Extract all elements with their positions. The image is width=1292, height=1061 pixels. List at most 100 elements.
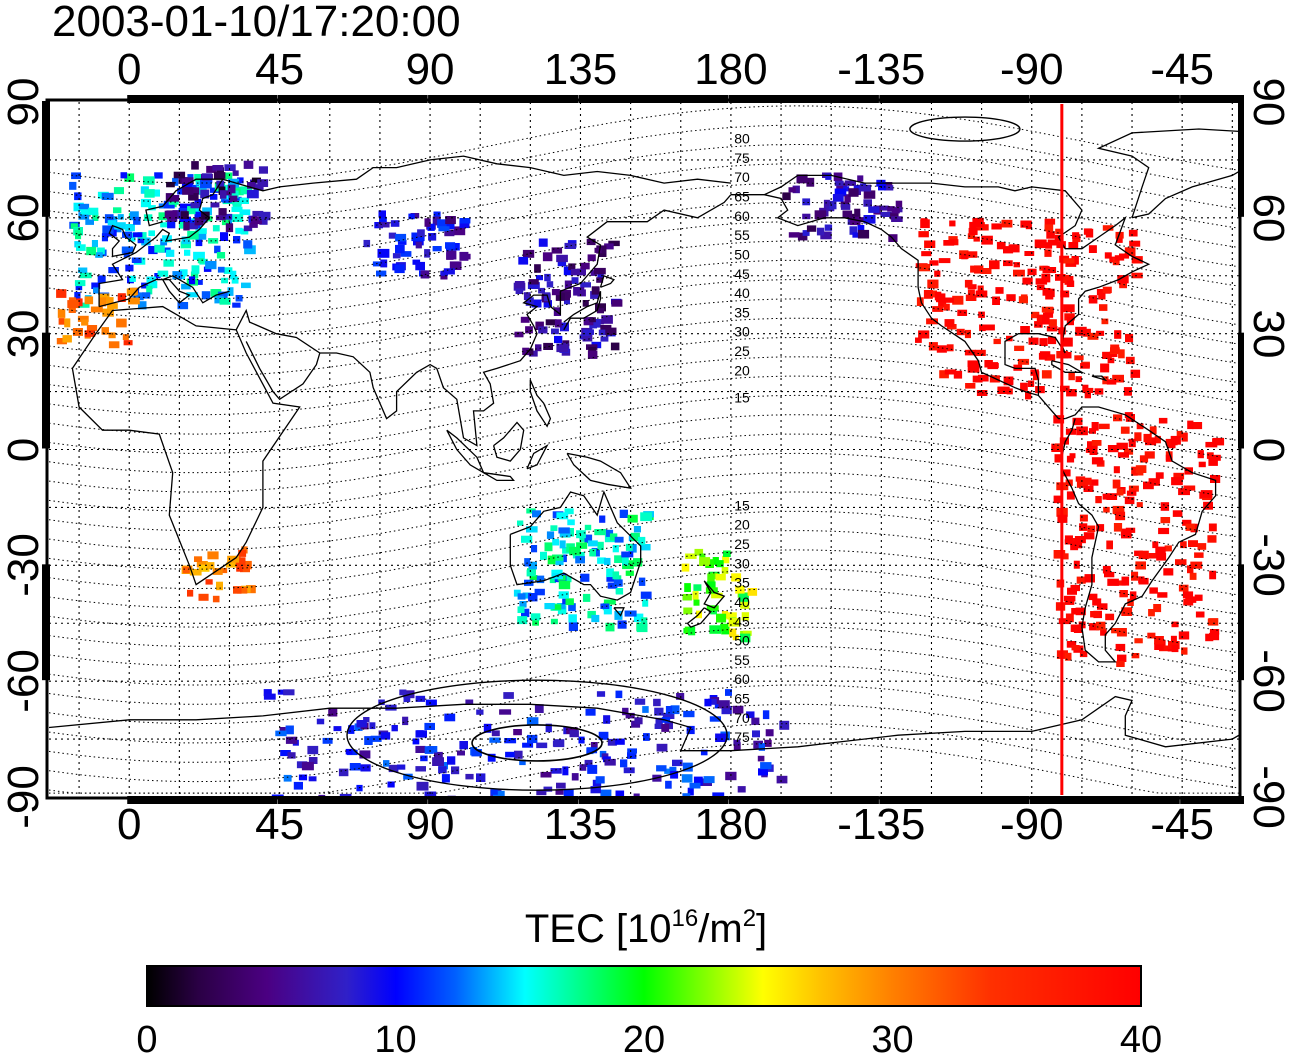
tec-cell	[580, 573, 590, 582]
tec-cell	[1107, 445, 1119, 453]
tec-cell	[1066, 389, 1077, 397]
tec-cell	[1031, 311, 1040, 319]
magnetic-contour	[49, 510, 1239, 590]
tec-cell	[571, 773, 579, 781]
tec-cell	[1143, 481, 1154, 490]
tec-cell	[1110, 344, 1120, 353]
tec-cell	[146, 276, 156, 285]
tec-cell	[597, 541, 604, 550]
frame-tick-bar	[1180, 95, 1244, 103]
tec-cell	[459, 218, 471, 224]
tec-cell	[184, 249, 191, 256]
tec-cell	[388, 232, 397, 239]
tec-cell	[394, 264, 405, 274]
tec-cell	[1118, 349, 1125, 359]
tec-cell	[584, 534, 593, 544]
magnetic-contour	[49, 105, 1239, 184]
tec-cell	[1120, 426, 1130, 434]
tec-cell	[797, 232, 808, 241]
tec-cell	[1089, 623, 1099, 631]
tec-cell	[56, 289, 67, 298]
tec-cell	[92, 212, 99, 221]
tec-cell	[432, 757, 444, 766]
tec-cell	[121, 246, 134, 254]
tec-cell	[1148, 553, 1158, 559]
tec-cell	[601, 315, 613, 324]
tec-cell	[1200, 490, 1213, 498]
coastline	[108, 224, 137, 258]
tec-cell	[640, 512, 652, 522]
tec-cell	[1071, 608, 1079, 615]
coastline	[526, 443, 549, 470]
colorbar-title-prefix: TEC [10	[524, 907, 672, 951]
tec-cell	[979, 324, 986, 332]
tec-cell	[949, 220, 956, 227]
tec-cell	[205, 579, 213, 585]
tec-cell	[383, 760, 390, 767]
tec-cell	[363, 717, 370, 723]
tec-cell	[167, 195, 180, 202]
tec-cell	[580, 262, 590, 270]
tec-cell	[518, 256, 529, 265]
tec-cell	[188, 276, 196, 285]
tec-cell	[918, 330, 930, 339]
tec-cell	[194, 211, 205, 218]
tec-cell	[615, 690, 623, 699]
tec-cell	[316, 718, 325, 725]
tec-cell	[688, 626, 696, 636]
magnetic-contour	[49, 568, 1239, 647]
tec-cell	[634, 717, 643, 725]
tec-cell	[1041, 273, 1051, 283]
tec-cell	[1066, 641, 1077, 648]
tec-cell	[580, 282, 591, 288]
timestamp-title: 2003-01-10/17:20:00	[52, 0, 461, 46]
tec-cell	[515, 288, 524, 294]
tec-cell	[74, 192, 82, 201]
tec-cell	[1001, 219, 1013, 228]
tec-cell	[967, 233, 976, 239]
frame-tick-bar	[1029, 95, 1180, 103]
tec-cell	[444, 713, 456, 722]
tec-cell	[721, 567, 729, 574]
tec-cell	[191, 161, 199, 170]
tec-cell	[676, 693, 685, 700]
tec-cell	[1102, 225, 1114, 231]
tec-cell	[1074, 536, 1086, 544]
tec-cell	[1082, 384, 1089, 393]
tec-cell	[551, 328, 559, 335]
tec-cell	[1183, 598, 1194, 606]
tec-cell	[1068, 371, 1075, 381]
tec-cell	[526, 526, 538, 533]
left-latitude-label: -60	[0, 649, 48, 713]
tec-cell	[716, 560, 724, 568]
tec-cell	[1088, 245, 1097, 253]
tec-cell	[390, 220, 400, 227]
tec-cell	[107, 303, 118, 309]
tec-cell	[124, 173, 135, 182]
tec-cell	[640, 617, 648, 624]
tec-cell	[603, 605, 612, 615]
tec-cell	[231, 214, 244, 222]
tec-cell	[747, 588, 758, 596]
tec-cell	[622, 556, 629, 566]
tec-cell	[1024, 251, 1035, 256]
tec-cell	[758, 743, 765, 751]
tec-cell	[129, 275, 136, 282]
tec-cell	[1136, 423, 1144, 430]
tec-cell	[1071, 645, 1080, 651]
tec-cell	[579, 535, 588, 542]
tec-cell	[605, 327, 617, 335]
tec-cell	[582, 335, 593, 342]
colorbar-title: TEC [1016/m2]	[0, 905, 1292, 953]
tec-cell	[544, 273, 551, 282]
tec-cell	[546, 531, 555, 539]
magnetic-contour	[49, 336, 1239, 416]
tec-cell	[802, 213, 811, 220]
tec-cell	[513, 589, 521, 597]
tec-cell	[391, 725, 398, 732]
magnetic-contour	[49, 530, 1239, 609]
tec-cell	[1172, 510, 1183, 517]
tec-cell	[210, 194, 218, 200]
tec-cell	[157, 270, 169, 277]
tec-cell	[452, 243, 460, 251]
